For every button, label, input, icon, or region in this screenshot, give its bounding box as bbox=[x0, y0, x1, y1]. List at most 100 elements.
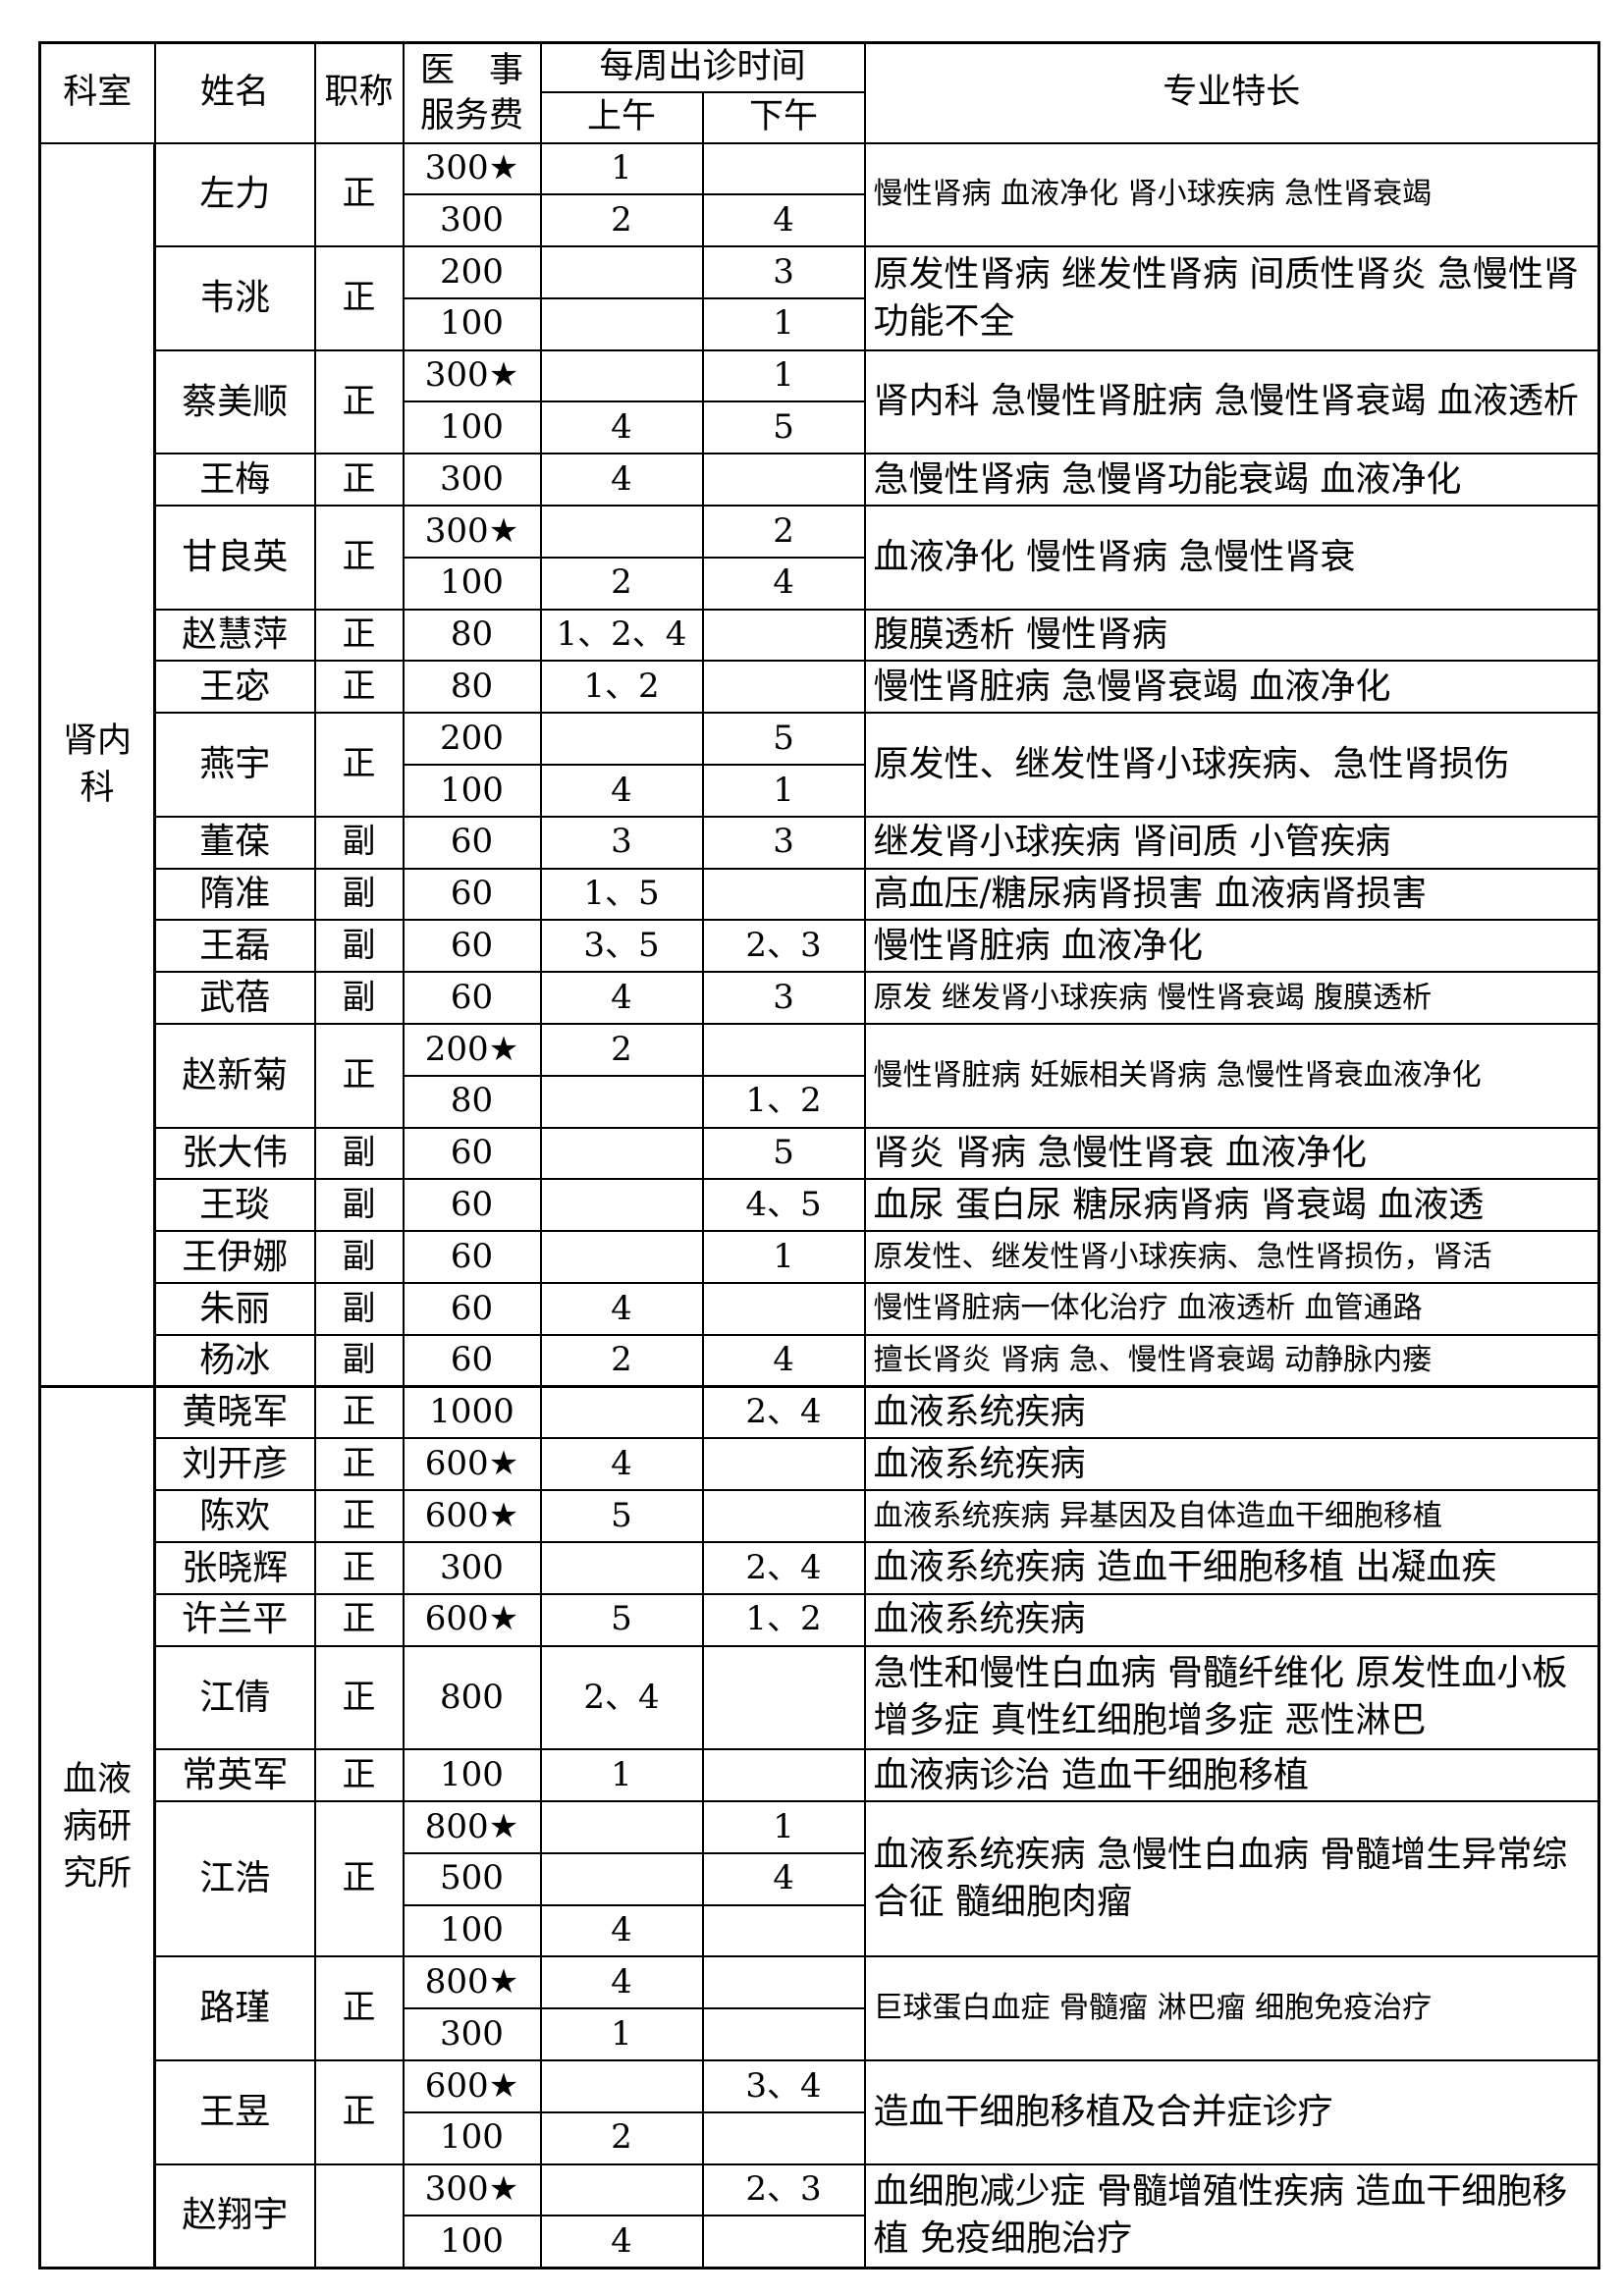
am-days: 4 bbox=[539, 1282, 704, 1336]
am-days: 2 bbox=[539, 1023, 704, 1077]
doctor-title bbox=[313, 2163, 405, 2269]
pm-days bbox=[701, 2007, 866, 2061]
doctor-title: 正 bbox=[313, 453, 405, 507]
pm-days bbox=[701, 867, 866, 922]
table-row: 王宓正 80 1、2 慢性肾脏病 急慢肾衰竭 血液净化 bbox=[40, 660, 1600, 715]
doctor-title: 副 bbox=[313, 867, 405, 922]
am-days: 5 bbox=[539, 1489, 704, 1544]
pm-days: 1、2 bbox=[701, 1074, 866, 1129]
doctor-title: 正 bbox=[313, 608, 405, 663]
header-am: 上午 bbox=[539, 90, 704, 144]
table-row: 80 1、2 bbox=[40, 1074, 1599, 1129]
table-row: 王昱正 600★ 3、4 造血干细胞移植及合并症诊疗 bbox=[40, 2058, 1600, 2165]
specialty: 血液系统疾病 造血干细胞移植 出凝血疾 bbox=[863, 1541, 1600, 1595]
specialty: 血尿 蛋白尿 糖尿病肾病 肾衰竭 血液透 bbox=[863, 1178, 1600, 1233]
specialty: 慢性肾脏病 妊娠相关肾病 急慢性肾衰血液净化 bbox=[863, 1023, 1600, 1129]
service-fee: 60 bbox=[402, 815, 542, 870]
doctor-title: 正 bbox=[313, 1023, 405, 1129]
service-fee: 100 bbox=[402, 296, 542, 351]
specialty: 血液净化 慢性肾病 急慢性肾衰 bbox=[863, 505, 1600, 611]
table-row: 刘开彦正 600★ 4 血液系统疾病 bbox=[40, 1437, 1600, 1492]
am-days: 1 bbox=[539, 2007, 704, 2061]
pm-days: 1 bbox=[701, 1800, 866, 1854]
specialty: 急慢性肾病 急慢肾功能衰竭 血液净化 bbox=[863, 453, 1600, 507]
table-row: 江浩正 800★ 1 血液系统疾病 急慢性白血病 骨髓增生异常综合征 髓细胞肉瘤 bbox=[40, 1799, 1600, 1958]
doctor-name: 陈欢 bbox=[153, 1489, 316, 1544]
am-days bbox=[539, 296, 704, 351]
service-fee: 60 bbox=[402, 919, 542, 974]
service-fee: 300 bbox=[402, 1541, 542, 1595]
service-fee: 300★ bbox=[402, 2163, 542, 2217]
doctor-name: 蔡美顺 bbox=[153, 348, 316, 455]
doctor-name: 杨冰 bbox=[153, 1333, 316, 1389]
doctor-name: 赵新菊 bbox=[153, 1023, 316, 1129]
am-days: 4 bbox=[539, 1903, 704, 1958]
service-fee: 300★ bbox=[402, 505, 542, 559]
doctor-name: 张晓辉 bbox=[153, 1541, 316, 1595]
am-days: 1、5 bbox=[539, 867, 704, 922]
table-row: 300 2 4 bbox=[40, 193, 1599, 248]
doctor-title: 正 bbox=[313, 1748, 405, 1802]
header-fee-line2: 服务费 bbox=[419, 95, 523, 135]
am-days: 4 bbox=[539, 1437, 704, 1492]
service-fee: 100 bbox=[402, 400, 542, 455]
doctor-name: 王宓 bbox=[153, 660, 316, 715]
doctor-name: 刘开彦 bbox=[153, 1437, 316, 1492]
pm-days: 3、4 bbox=[701, 2058, 866, 2113]
table-row: 张大伟副 60 5 肾炎 肾病 急慢性肾衰 血液净化 bbox=[40, 1126, 1600, 1181]
am-days: 4 bbox=[539, 764, 704, 818]
doctor-title: 正 bbox=[313, 2058, 405, 2165]
specialty: 原发性、继发性肾小球疾病、急性肾损伤，肾活 bbox=[863, 1230, 1600, 1285]
am-days: 1 bbox=[539, 141, 704, 196]
pm-days bbox=[701, 1955, 866, 2010]
doctor-title: 副 bbox=[313, 1333, 405, 1389]
doctor-name: 许兰平 bbox=[153, 1592, 316, 1647]
service-fee: 60 bbox=[402, 1126, 542, 1181]
specialty: 肾炎 肾病 急慢性肾衰 血液净化 bbox=[863, 1126, 1600, 1181]
pm-days bbox=[701, 453, 866, 507]
service-fee: 600★ bbox=[402, 1592, 542, 1647]
doctor-name: 董葆 bbox=[153, 815, 316, 870]
table-row: 常英军正 100 1 血液病诊治 造血干细胞移植 bbox=[40, 1748, 1600, 1802]
service-fee: 80 bbox=[402, 1074, 542, 1129]
doctor-name: 江倩 bbox=[153, 1644, 316, 1751]
doctor-name: 甘良英 bbox=[153, 505, 316, 611]
pm-days: 5 bbox=[701, 1126, 866, 1181]
table-row: 肾内科左力正 300★ 1 慢性肾病 血液净化 肾小球疾病 急性肾衰竭 bbox=[38, 141, 1600, 1389]
pm-days: 1 bbox=[701, 348, 866, 403]
pm-days: 3 bbox=[701, 971, 866, 1026]
doctor-title: 正 bbox=[313, 245, 405, 351]
am-days bbox=[539, 2163, 704, 2217]
table-row: 张晓辉正 300 2、4 血液系统疾病 造血干细胞移植 出凝血疾 bbox=[40, 1541, 1600, 1595]
doctor-title: 正 bbox=[313, 1644, 405, 1751]
am-days bbox=[539, 1178, 704, 1233]
service-fee: 1000 bbox=[402, 1385, 542, 1440]
doctor-title: 正 bbox=[313, 1541, 405, 1595]
specialty: 血液系统疾病 bbox=[863, 1592, 1600, 1647]
header-title: 职称 bbox=[313, 41, 405, 144]
doctor-title: 副 bbox=[313, 1230, 405, 1285]
am-days: 2 bbox=[539, 1333, 704, 1389]
table-row: 赵翔宇 300★ 2、3 血细胞减少症 骨髓增殖性疾病 造血干细胞移植 免疫细胞治疗 bbox=[40, 2163, 1600, 2269]
department-name: 血液 病研 究所 bbox=[38, 1385, 156, 2269]
specialty: 血液系统疾病 异基因及自体造血干细胞移植 bbox=[863, 1489, 1600, 1544]
table-row: 杨冰副 60 2 4 擅长肾炎 肾病 急、慢性肾衰竭 动静脉内瘘 bbox=[40, 1333, 1600, 1389]
pm-days: 5 bbox=[701, 712, 866, 767]
specialty: 腹膜透析 慢性肾病 bbox=[863, 608, 1600, 663]
service-fee: 80 bbox=[402, 608, 542, 663]
table-row: 100 2 4 bbox=[40, 556, 1599, 611]
doctor-name: 朱丽 bbox=[153, 1282, 316, 1336]
service-fee: 300 bbox=[402, 453, 542, 507]
table-row: 100 4 bbox=[40, 2215, 1599, 2269]
doctor-name: 赵翔宇 bbox=[153, 2163, 316, 2269]
doctor-name: 隋准 bbox=[153, 867, 316, 922]
table-row: 王磊副 60 3、5 2、3 慢性肾脏病 血液净化 bbox=[40, 919, 1600, 974]
doctor-name: 赵慧萍 bbox=[153, 608, 316, 663]
header-pm: 下午 bbox=[701, 90, 866, 144]
doctor-name: 常英军 bbox=[153, 1748, 316, 1802]
am-days: 4 bbox=[539, 453, 704, 507]
service-fee: 60 bbox=[402, 1333, 542, 1389]
pm-days: 2、3 bbox=[701, 2163, 866, 2217]
specialty: 慢性肾脏病 急慢肾衰竭 血液净化 bbox=[863, 660, 1600, 715]
table-row: 赵新菊正 200★ 2 慢性肾脏病 妊娠相关肾病 急慢性肾衰血液净化 bbox=[40, 1023, 1600, 1129]
